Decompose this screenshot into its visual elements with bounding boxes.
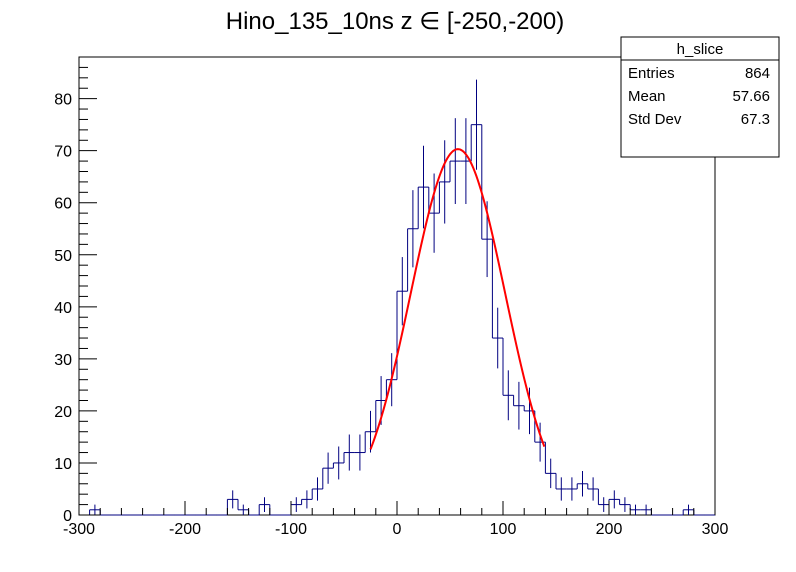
- stats-stddev-label: Std Dev: [628, 111, 682, 128]
- x-tick-label: 200: [596, 521, 623, 538]
- stats-box: h_slice Entries 864 Mean 57.66 Std Dev 6…: [620, 36, 780, 158]
- axes: -300 -200 -100 0 100 200 300 0 10 20 30 40 50 60 70 80: [54, 66, 729, 538]
- y-tick-label: 60: [54, 196, 72, 213]
- y-tick-label: 20: [54, 404, 72, 421]
- x-tick-label: -100: [275, 521, 307, 538]
- plot-area-frame: [78, 56, 716, 516]
- y-tick-label: 10: [54, 456, 72, 473]
- chart-title: Hino_135_10ns z ∈ [-250,-200): [226, 8, 564, 35]
- stats-stddev-value: 67.3: [741, 111, 770, 128]
- fit-curve-group: [369, 148, 546, 450]
- stats-box-title: h_slice: [677, 41, 724, 58]
- stats-entries-value: 864: [745, 65, 770, 82]
- y-tick-label: 80: [54, 92, 72, 109]
- y-tick-label: 70: [54, 144, 72, 161]
- stats-mean-value: 57.66: [732, 88, 770, 105]
- y-tick-label: 0: [63, 508, 72, 525]
- y-tick-label: 50: [54, 248, 72, 265]
- stats-entries-label: Entries: [628, 65, 675, 82]
- y-tick-label: 30: [54, 352, 72, 369]
- x-tick-label: -300: [63, 521, 95, 538]
- error-bars: [94, 79, 689, 515]
- y-tick-label: 40: [54, 300, 72, 317]
- stats-box-frame: [620, 36, 780, 158]
- x-tick-label: 300: [702, 521, 729, 538]
- x-tick-label: 0: [393, 521, 402, 538]
- gaussian-fit-curve: [369, 148, 546, 450]
- plot-frame: [78, 56, 716, 516]
- histogram-series: [79, 124, 715, 516]
- stats-mean-label: Mean: [628, 88, 666, 105]
- x-tick-label: 100: [490, 521, 517, 538]
- x-tick-label: -200: [169, 521, 201, 538]
